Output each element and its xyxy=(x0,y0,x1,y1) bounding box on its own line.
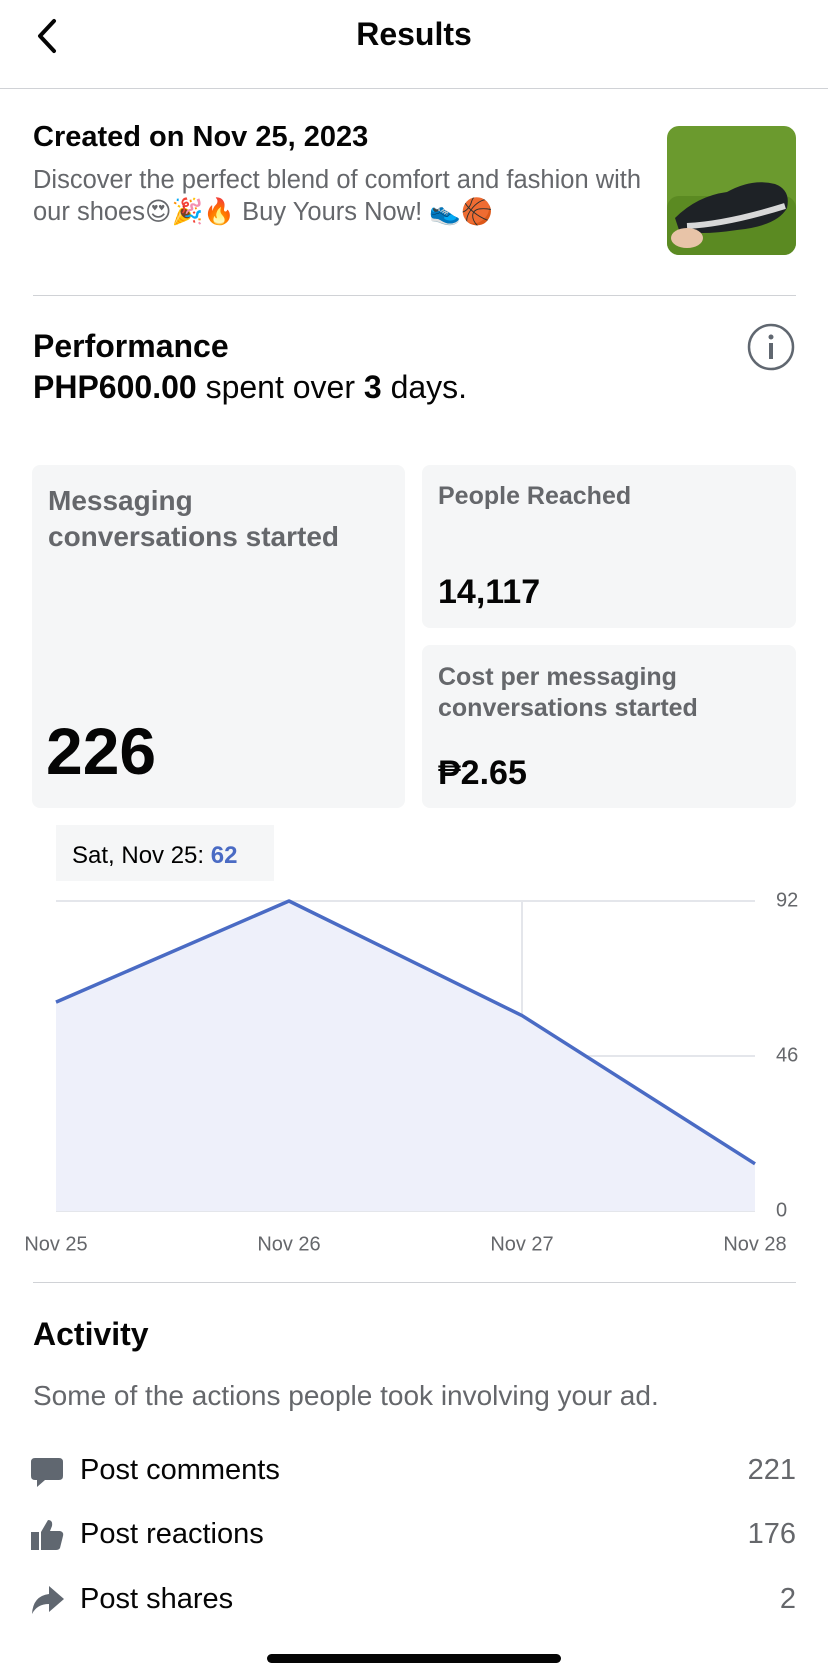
metric-card: People Reached 14,117 xyxy=(422,465,796,628)
divider xyxy=(0,88,828,89)
metric-label: Cost per messaging conversations started xyxy=(438,663,698,722)
section-title: Performance xyxy=(33,328,229,364)
y-tick-label: 46 xyxy=(776,1044,798,1066)
activity-icon xyxy=(31,1458,63,1487)
area xyxy=(56,901,755,1211)
metric-label: Messaging conversations started xyxy=(48,485,339,552)
back-button[interactable] xyxy=(30,16,66,56)
days: 3 xyxy=(363,369,382,405)
text: days. xyxy=(390,369,468,405)
text: spent over xyxy=(205,369,355,405)
created-date: Created on Nov 25, 2023 xyxy=(33,121,369,153)
section-subtitle: Some of the actions people took involvin… xyxy=(33,1380,659,1411)
activity-label: Post shares xyxy=(80,1583,234,1615)
x-tick-label: Nov 28 xyxy=(723,1233,786,1255)
tooltip-box xyxy=(56,825,274,881)
activity-count: 221 xyxy=(747,1454,796,1486)
metric-label: People Reached xyxy=(438,482,632,510)
info-button[interactable] xyxy=(747,323,795,371)
chart: Sat, Nov 25: 62 0 46 92 Nov 25 Nov 26 Nov 27 N… xyxy=(24,825,798,1255)
metric-value: ₱2.65 xyxy=(438,754,527,792)
y-tick-label: 92 xyxy=(776,889,798,911)
ad-description: Discover the perfect blend of comfort an… xyxy=(33,166,642,226)
activity-icon xyxy=(31,1520,64,1550)
divider xyxy=(33,1282,796,1283)
ad-thumbnail[interactable] xyxy=(667,126,796,255)
activity-count: 176 xyxy=(747,1518,796,1550)
divider xyxy=(33,295,796,296)
metric-value: 14,117 xyxy=(438,573,541,611)
metric-value: 226 xyxy=(46,714,157,788)
activity-label: Post comments xyxy=(80,1454,280,1486)
x-tick-label: Nov 26 xyxy=(257,1233,320,1255)
line xyxy=(55,899,756,1166)
spend-summary: PHP600.00 spent over 3 days. xyxy=(33,369,467,406)
y-tick-label: 0 xyxy=(776,1199,787,1221)
section-title: Activity xyxy=(33,1316,149,1352)
page-title: Results xyxy=(356,16,472,52)
activity-label: Post reactions xyxy=(80,1518,264,1550)
x-tick-label: Nov 27 xyxy=(490,1233,553,1255)
tooltip: Sat, Nov 25: 62 xyxy=(72,842,237,869)
home-indicator xyxy=(267,1654,561,1663)
spend-amount: PHP600.00 xyxy=(33,369,197,405)
metric-card: Messaging conversations started 226 xyxy=(32,465,405,808)
tooltip-value: 62 xyxy=(211,842,238,869)
tooltip-label: Sat, Nov 25: xyxy=(72,842,204,869)
metric-card: Cost per messaging conversations started… xyxy=(422,645,796,808)
activity-icon xyxy=(32,1586,64,1614)
activity-count: 2 xyxy=(779,1583,796,1615)
x-tick-label: Nov 25 xyxy=(24,1233,87,1255)
